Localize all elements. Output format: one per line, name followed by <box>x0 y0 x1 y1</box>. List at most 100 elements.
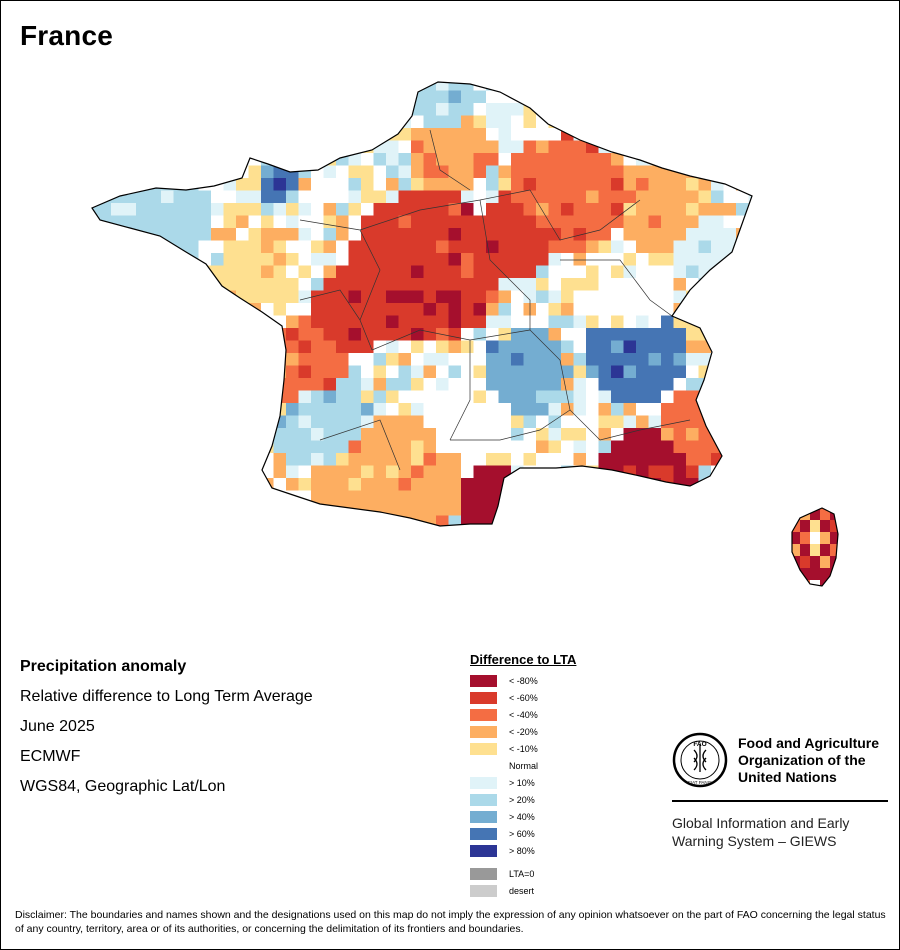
anomaly-cell <box>511 340 524 354</box>
anomaly-cell <box>92 278 99 291</box>
anomaly-cell <box>161 315 174 329</box>
anomaly-cell <box>810 544 821 557</box>
anomaly-cell <box>711 140 724 154</box>
anomaly-cell <box>498 115 512 129</box>
anomaly-cell <box>311 140 324 154</box>
anomaly-cell <box>248 178 262 191</box>
anomaly-cell <box>636 365 649 379</box>
anomaly-cell <box>561 340 574 354</box>
anomaly-cell <box>311 215 324 229</box>
giews-line-2: Warning System – GIEWS <box>672 833 837 849</box>
anomaly-cell <box>311 115 324 129</box>
anomaly-cell <box>236 240 249 254</box>
anomaly-cell <box>830 532 838 545</box>
anomaly-cell <box>98 453 112 466</box>
anomaly-cell <box>223 415 237 429</box>
anomaly-cell <box>523 178 537 191</box>
anomaly-cell <box>473 228 487 241</box>
anomaly-cell <box>311 178 324 191</box>
anomaly-cell <box>598 490 612 504</box>
anomaly-cell <box>723 290 737 304</box>
anomaly-cell <box>98 365 112 379</box>
anomaly-cell <box>173 103 187 116</box>
anomaly-cell <box>486 140 499 154</box>
anomaly-cell <box>236 440 249 454</box>
legend-swatch <box>470 793 497 806</box>
anomaly-cell <box>98 278 112 291</box>
anomaly-cell <box>648 278 662 291</box>
anomaly-cell <box>561 82 574 91</box>
anomaly-cell <box>461 190 474 204</box>
anomaly-cell <box>736 403 749 416</box>
anomaly-cell <box>561 153 574 166</box>
anomaly-cell <box>398 503 412 516</box>
anomaly-cell <box>198 340 212 354</box>
anomaly-cell <box>648 265 662 279</box>
anomaly-cell <box>136 128 149 141</box>
anomaly-cell <box>473 115 487 129</box>
anomaly-cell <box>236 528 249 541</box>
anomaly-cell <box>598 153 612 166</box>
anomaly-cell <box>273 253 287 266</box>
anomaly-cell <box>411 203 424 216</box>
anomaly-cell <box>399 528 412 541</box>
anomaly-cell <box>661 528 674 541</box>
anomaly-cell <box>686 378 699 391</box>
anomaly-cell <box>723 340 737 354</box>
anomaly-cell <box>486 353 499 366</box>
anomaly-cell <box>311 303 324 316</box>
anomaly-cell <box>573 265 587 279</box>
anomaly-cell <box>236 203 249 216</box>
anomaly-cell <box>461 378 474 391</box>
anomaly-cell <box>198 353 212 366</box>
anomaly-cell <box>536 365 549 379</box>
anomaly-cell <box>749 528 762 541</box>
anomaly-cell <box>598 253 612 266</box>
anomaly-cell <box>473 315 487 329</box>
anomaly-cell <box>186 240 199 254</box>
anomaly-cell <box>361 90 374 104</box>
anomaly-cell <box>123 215 137 229</box>
anomaly-cell <box>411 290 424 304</box>
anomaly-cell <box>248 103 262 116</box>
anomaly-cell <box>173 365 187 379</box>
anomaly-cell <box>323 140 337 154</box>
anomaly-cell <box>248 190 262 204</box>
anomaly-cell <box>273 265 287 279</box>
anomaly-cell <box>161 265 174 279</box>
anomaly-cell <box>411 440 424 454</box>
anomaly-cell <box>223 353 237 366</box>
anomaly-cell <box>386 203 399 216</box>
anomaly-cell <box>336 115 349 129</box>
anomaly-cell <box>198 303 212 316</box>
anomaly-cell <box>273 82 287 91</box>
anomaly-cell <box>92 115 99 129</box>
anomaly-cell <box>461 353 474 366</box>
anomaly-cell <box>273 178 287 191</box>
anomaly-cell <box>123 428 137 441</box>
anomaly-cell <box>411 478 424 491</box>
anomaly-cell <box>548 515 562 526</box>
anomaly-cell <box>636 340 649 354</box>
anomaly-cell <box>336 240 349 254</box>
anomaly-cell <box>136 328 149 341</box>
anomaly-cell <box>461 328 474 341</box>
legend-label: Normal <box>509 760 539 771</box>
anomaly-cell <box>586 240 599 254</box>
anomaly-cell <box>711 240 724 254</box>
anomaly-cell <box>723 415 737 429</box>
anomaly-cell <box>661 240 674 254</box>
anomaly-cell <box>198 403 212 416</box>
anomaly-cell <box>748 390 752 404</box>
anomaly-cell <box>573 228 587 241</box>
anomaly-cell <box>611 215 624 229</box>
anomaly-cell <box>511 303 524 316</box>
anomaly-cell <box>661 315 674 329</box>
anomaly-cell <box>336 353 349 366</box>
anomaly-cell <box>511 503 524 516</box>
anomaly-cell <box>792 508 801 521</box>
anomaly-cell <box>261 190 274 204</box>
anomaly-cell <box>111 340 124 354</box>
anomaly-cell <box>286 82 299 91</box>
anomaly-cell <box>173 190 187 204</box>
